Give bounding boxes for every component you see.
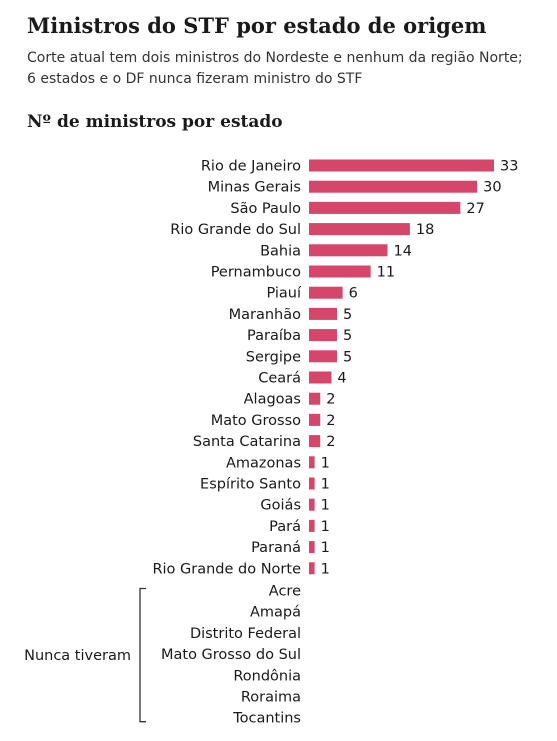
bar <box>309 244 388 257</box>
category-label: Pará <box>269 519 301 535</box>
value-label: 5 <box>343 307 352 323</box>
never-state-label: Acre <box>269 584 301 600</box>
category-label: São Paulo <box>230 201 301 217</box>
bar <box>309 477 315 490</box>
bar <box>309 329 338 342</box>
value-label: 1 <box>321 519 330 535</box>
never-state-label: Amapá <box>250 605 301 621</box>
value-label: 14 <box>393 243 411 259</box>
category-label: Ceará <box>258 371 301 387</box>
bar <box>309 392 321 405</box>
category-label: Paraíba <box>247 328 301 344</box>
bar <box>309 562 315 575</box>
never-state-label: Roraima <box>241 690 301 706</box>
category-label: Paraná <box>251 540 301 556</box>
bar <box>309 180 478 193</box>
bar <box>309 498 315 511</box>
never-state-label: Rondônia <box>233 668 301 684</box>
category-label: Mato Grosso <box>211 413 301 429</box>
value-label: 11 <box>377 265 395 281</box>
bar <box>309 413 321 426</box>
bar <box>309 519 315 532</box>
figure-title: Ministros do STF por estado de origem <box>27 13 487 38</box>
bar <box>309 265 371 278</box>
category-label: Piauí <box>266 286 302 302</box>
category-label: Minas Gerais <box>208 180 301 196</box>
category-label: Alagoas <box>244 392 301 408</box>
bar <box>309 201 461 214</box>
bar <box>309 307 338 320</box>
chart-title: Nº de ministros por estado <box>27 112 283 132</box>
value-label: 2 <box>326 413 335 429</box>
value-label: 2 <box>326 392 335 408</box>
bar <box>309 541 315 554</box>
value-label: 2 <box>326 434 335 450</box>
value-label: 5 <box>343 328 352 344</box>
category-label: Bahia <box>260 243 301 259</box>
bar <box>309 371 332 384</box>
value-label: 27 <box>466 201 484 217</box>
value-label: 1 <box>321 455 330 471</box>
figure-subtitle: Corte atual tem dois ministros do Nordes… <box>27 50 523 87</box>
category-label: Rio Grande do Norte <box>152 561 301 577</box>
never-state-label: Tocantins <box>232 711 301 727</box>
value-label: 1 <box>321 477 330 493</box>
group-bracket <box>139 587 146 723</box>
bar <box>309 159 494 172</box>
category-label: Amazonas <box>226 455 301 471</box>
category-label: Rio Grande do Sul <box>170 222 301 238</box>
value-label: 18 <box>416 222 434 238</box>
never-state-label: Distrito Federal <box>190 626 301 642</box>
bar <box>309 435 321 448</box>
category-label: Maranhão <box>229 307 302 323</box>
bar <box>309 286 343 299</box>
value-label: 4 <box>337 371 346 387</box>
value-label: 1 <box>321 498 330 514</box>
value-label: 1 <box>321 540 330 556</box>
category-label: Sergipe <box>246 349 301 365</box>
value-label: 6 <box>349 286 358 302</box>
bar <box>309 223 410 236</box>
bar <box>309 350 338 363</box>
bar <box>309 456 315 469</box>
value-label: 30 <box>483 180 501 196</box>
value-label: 1 <box>321 561 330 577</box>
category-label: Pernambuco <box>211 265 301 281</box>
never-state-label: Mato Grosso do Sul <box>161 647 301 663</box>
category-label: Goiás <box>260 498 301 514</box>
category-label: Espírito Santo <box>200 477 301 493</box>
category-label: Santa Catarina <box>193 434 301 450</box>
value-label: 33 <box>500 159 518 175</box>
category-label: Rio de Janeiro <box>201 159 301 175</box>
never-group-label: Nunca tiveram <box>24 648 131 664</box>
value-label: 5 <box>343 349 352 365</box>
